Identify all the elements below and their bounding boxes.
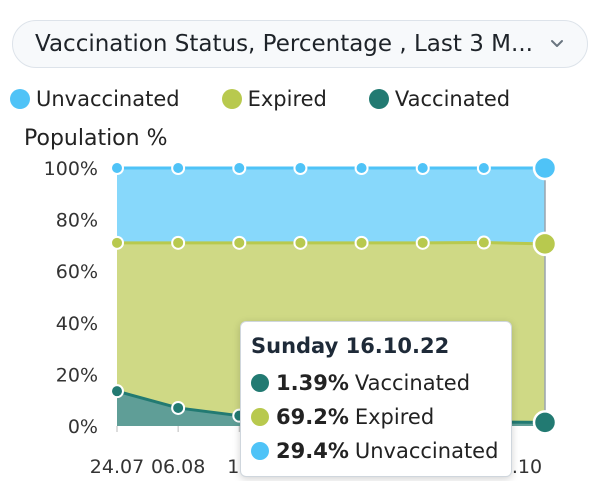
x-tick-label: 06.08	[151, 456, 205, 478]
y-tick-label: 80%	[56, 210, 98, 232]
legend-dot-vaccinated	[368, 89, 389, 109]
tooltip-row-expired: 69.2% Expired	[251, 400, 501, 434]
point-expired	[354, 235, 369, 250]
y-tick-label: 40%	[56, 313, 98, 335]
legend-dot-unvaccinated	[10, 89, 30, 109]
point-vaccinated	[171, 400, 186, 415]
point-unvaccinated	[232, 161, 247, 175]
point-unvaccinated	[532, 155, 558, 181]
tooltip-dot-unvaccinated	[251, 442, 269, 460]
tooltip-row-vaccinated: 1.39% Vaccinated	[251, 366, 501, 400]
legend-item-vaccinated[interactable]: Vaccinated	[368, 87, 511, 111]
y-tick-label: 0%	[68, 416, 98, 438]
area-vaccinated	[117, 391, 545, 426]
point-unvaccinated	[415, 161, 430, 175]
legend-label: Vaccinated	[394, 87, 511, 111]
chevron-down-icon	[547, 34, 567, 54]
point-expired	[171, 235, 186, 250]
line-expired	[117, 241, 546, 246]
y-tick-label: 60%	[56, 261, 98, 283]
point-expired	[476, 235, 491, 250]
x-tick-label: .10	[512, 456, 542, 478]
point-unvaccinated	[354, 161, 369, 175]
legend-label: Unvaccinated	[36, 87, 180, 111]
point-vaccinated	[532, 410, 558, 435]
legend-label: Expired	[247, 87, 327, 111]
point-unvaccinated	[293, 161, 308, 175]
legend: Unvaccinated Expired Vaccinated	[10, 84, 552, 114]
tooltip-label: Vaccinated	[354, 371, 471, 395]
x-tick-label: 24.07	[90, 456, 144, 478]
legend-item-expired[interactable]: Expired	[221, 87, 327, 111]
area-unvaccinated	[117, 168, 545, 244]
point-expired	[232, 235, 247, 250]
point-expired	[415, 235, 430, 250]
point-expired	[532, 231, 558, 257]
legend-item-unvaccinated[interactable]: Unvaccinated	[10, 87, 180, 111]
legend-dot-expired	[221, 89, 242, 109]
tooltip-dot-vaccinated	[251, 374, 269, 392]
y-axis-title: Population %	[24, 126, 168, 151]
point-unvaccinated	[110, 161, 124, 175]
y-tick-label: 100%	[44, 158, 98, 180]
tooltip-label: Expired	[354, 405, 435, 429]
point-vaccinated	[110, 384, 124, 399]
point-expired	[293, 235, 308, 250]
y-tick-label: 20%	[56, 364, 98, 386]
tooltip-value: 69.2%	[276, 405, 349, 429]
hover-tooltip: Sunday 16.10.22 1.39% Vaccinated 69.2% E…	[240, 321, 512, 477]
tooltip-value: 29.4%	[276, 439, 349, 463]
point-expired	[110, 235, 124, 250]
metric-dropdown[interactable]: Vaccination Status, Percentage , Last 3 …	[12, 20, 588, 68]
tooltip-row-unvaccinated: 29.4% Unvaccinated	[251, 434, 501, 468]
tooltip-value: 1.39%	[276, 371, 349, 395]
point-unvaccinated	[171, 161, 186, 175]
tooltip-dot-expired	[251, 408, 269, 426]
point-unvaccinated	[476, 161, 491, 175]
dropdown-label: Vaccination Status, Percentage , Last 3 …	[35, 31, 533, 57]
tooltip-label: Unvaccinated	[354, 439, 499, 463]
tooltip-title: Sunday 16.10.22	[251, 334, 450, 358]
